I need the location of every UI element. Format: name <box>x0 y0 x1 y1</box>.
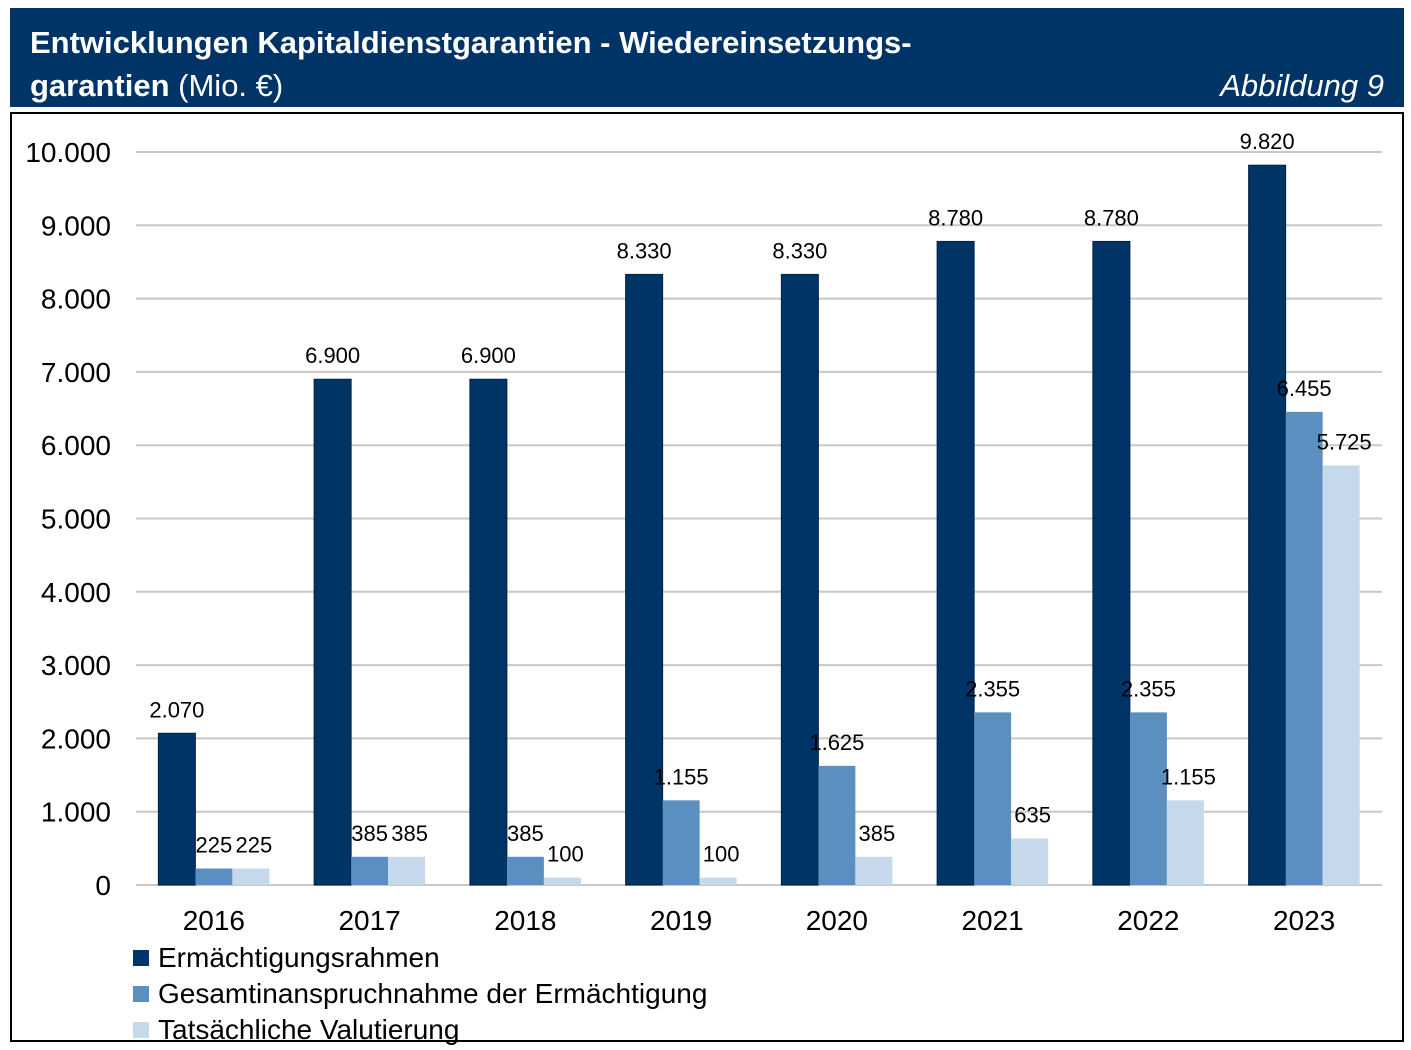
data-label-2022-series-2: 2.355 <box>1121 676 1176 701</box>
data-label-2021-series-2: 2.355 <box>965 676 1020 701</box>
legend-item-ermaechtigungsrahmen: Ermächtigungsrahmen <box>133 940 707 976</box>
y-tick-label-8: 8.000 <box>41 284 111 315</box>
chart-title-line2: garantien (Mio. €) <box>30 68 283 104</box>
legend-swatch-series-3 <box>133 1022 149 1038</box>
data-label-2022-series-3: 1.155 <box>1161 764 1216 789</box>
data-label-2022-series-1: 8.780 <box>1084 205 1139 230</box>
bar-2017-series-2 <box>351 856 389 885</box>
legend-swatch-series-1 <box>133 950 149 966</box>
legend-label-series-3: Tatsächliche Valutierung <box>158 1014 460 1045</box>
data-label-2021-series-3: 635 <box>1014 802 1051 827</box>
x-tick-label-2022: 2022 <box>1117 905 1179 936</box>
data-label-2020-series-2: 1.625 <box>809 730 864 755</box>
y-tick-label-5: 5.000 <box>41 504 111 535</box>
bar-2020-series-1 <box>780 273 819 886</box>
x-tick-label-2019: 2019 <box>650 905 712 936</box>
x-tick-label-2023: 2023 <box>1273 905 1335 936</box>
bar-2022-series-3 <box>1166 800 1204 885</box>
data-label-2017-series-3: 385 <box>391 821 428 846</box>
bar-2022-series-1 <box>1092 240 1131 886</box>
bar-2018-series-2 <box>506 856 544 885</box>
data-label-2016-series-1: 2.070 <box>149 697 204 722</box>
y-tick-label-7: 7.000 <box>41 357 111 388</box>
bar-2021-series-1 <box>936 240 975 886</box>
chart-legend: Ermächtigungsrahmen Gesamtinanspruchnahm… <box>133 940 707 1048</box>
data-label-2018-series-1: 6.900 <box>461 343 516 368</box>
chart-title-bold-part: garantien <box>30 68 170 103</box>
x-tick-label-2016: 2016 <box>183 905 245 936</box>
data-label-2017-series-2: 385 <box>351 821 388 846</box>
data-label-2019-series-2: 1.155 <box>654 764 709 789</box>
legend-label-series-1: Ermächtigungsrahmen <box>158 942 440 973</box>
bar-2022-series-2 <box>1129 712 1167 885</box>
data-label-2020-series-3: 385 <box>859 821 896 846</box>
bar-2021-series-2 <box>974 712 1012 885</box>
chart-title-line1: Entwicklungen Kapitaldienstgarantien - W… <box>30 25 912 60</box>
bar-2017-series-3 <box>388 856 426 885</box>
x-tick-label-2017: 2017 <box>338 905 400 936</box>
y-tick-label-1: 1.000 <box>41 797 111 828</box>
bar-2023-series-3 <box>1322 465 1360 885</box>
x-tick-label-2020: 2020 <box>806 905 868 936</box>
data-label-2016-series-3: 225 <box>236 833 273 858</box>
data-label-2018-series-3: 100 <box>547 842 584 867</box>
y-tick-label-0: 0 <box>95 870 111 901</box>
y-tick-label-9: 9.000 <box>41 210 111 241</box>
x-tick-label-2018: 2018 <box>494 905 556 936</box>
data-label-2017-series-1: 6.900 <box>305 343 360 368</box>
y-tick-label-6: 6.000 <box>41 430 111 461</box>
bar-2019-series-1 <box>625 273 664 886</box>
data-label-2023-series-2: 6.455 <box>1277 376 1332 401</box>
figure-label: Abbildung 9 <box>1220 68 1384 103</box>
bar-2016-series-1 <box>157 732 196 886</box>
bar-2021-series-3 <box>1011 838 1049 885</box>
bar-2020-series-3 <box>855 856 893 885</box>
bar-2018-series-3 <box>543 877 581 885</box>
y-tick-label-2: 2.000 <box>41 723 111 754</box>
bar-2017-series-1 <box>313 378 352 886</box>
data-label-2023-series-1: 9.820 <box>1240 129 1295 154</box>
y-tick-label-4: 4.000 <box>41 577 111 608</box>
chart-header: Entwicklungen Kapitaldienstgarantien - W… <box>10 8 1404 107</box>
legend-label-series-2: Gesamtinanspruchnahme der Ermächtigung <box>158 978 708 1009</box>
y-tick-label-10: 10.000 <box>25 137 111 168</box>
legend-swatch-series-2 <box>133 986 149 1002</box>
data-label-2018-series-2: 385 <box>507 821 544 846</box>
data-label-2019-series-3: 100 <box>703 842 740 867</box>
data-label-2020-series-1: 8.330 <box>772 238 827 263</box>
bar-2020-series-2 <box>818 765 856 885</box>
legend-item-gesamtinanspruchnahme: Gesamtinanspruchnahme der Ermächtigung <box>133 976 707 1012</box>
bar-2016-series-2 <box>195 868 233 885</box>
bar-2019-series-2 <box>662 800 700 885</box>
x-tick-label-2021: 2021 <box>961 905 1023 936</box>
data-label-2019-series-1: 8.330 <box>617 238 672 263</box>
chart-frame <box>10 112 1404 1042</box>
bar-2023-series-2 <box>1285 411 1323 885</box>
bar-2018-series-1 <box>469 378 508 886</box>
bar-2016-series-3 <box>232 868 270 885</box>
data-label-2016-series-2: 225 <box>196 833 233 858</box>
bar-2023-series-1 <box>1248 164 1287 886</box>
bar-2019-series-3 <box>699 877 737 885</box>
chart-title-unit: (Mio. €) <box>178 68 284 103</box>
data-label-2021-series-1: 8.780 <box>928 205 983 230</box>
legend-item-valutierung: Tatsächliche Valutierung <box>133 1012 707 1048</box>
y-tick-label-3: 3.000 <box>41 650 111 681</box>
data-label-2023-series-3: 5.725 <box>1317 429 1372 454</box>
